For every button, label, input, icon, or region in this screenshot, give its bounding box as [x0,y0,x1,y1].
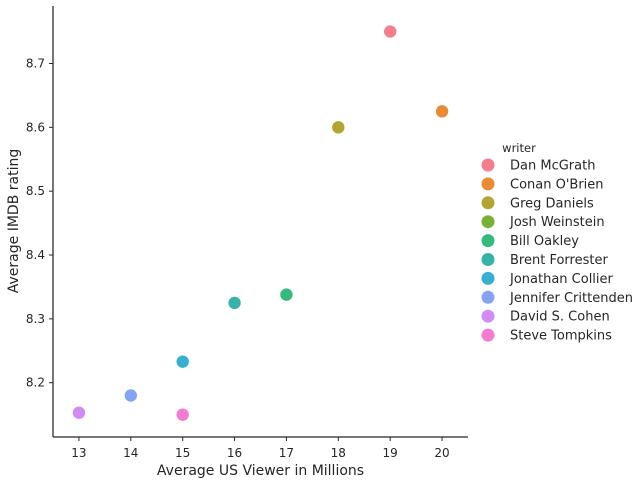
x-tick-labels: 13 14 15 16 17 18 19 20 [71,437,450,460]
legend-marker [481,196,495,210]
legend-marker [481,290,495,304]
legend-marker [481,271,495,285]
legend-label: Jennifer Crittenden [509,291,633,306]
y-tick-labels: 8.2 8.3 8.4 8.5 8.6 8.7 [26,56,53,390]
legend-title: writer [502,141,536,155]
legend-label: Bill Oakley [510,234,579,249]
legend-marker [481,309,495,323]
legend-label: Brent Forrester [510,253,608,268]
legend-label: Greg Daniels [510,196,594,211]
data-point [279,287,294,302]
legend-marker [481,177,495,191]
legend-marker [481,158,495,172]
legend-marker [481,328,495,342]
legend-label: Jonathan Collier [509,272,614,287]
y-tick-label: 8.6 [26,120,45,134]
legend-items: Dan McGrath Conan O'Brien Greg Daniels Josh… [481,158,633,344]
data-point [175,354,190,369]
y-axis-label: Average IMDB rating [6,149,22,293]
y-tick-label: 8.4 [26,248,45,262]
legend-label: David S. Cohen [510,310,610,325]
x-tick-label: 13 [71,446,86,460]
data-point [72,405,86,420]
y-tick-label: 8.2 [26,376,45,390]
x-tick-label: 18 [331,446,346,460]
legend-label: Conan O'Brien [510,177,604,192]
data-point [331,120,346,135]
y-tick-label: 8.3 [26,312,45,326]
x-tick-label: 19 [383,446,398,460]
legend-label: Josh Weinstein [509,215,605,230]
data-point [175,407,190,422]
x-tick-label: 15 [175,446,190,460]
data-point [435,104,449,119]
data-point [124,388,138,403]
legend-marker [481,234,495,248]
x-axis-label: Average US Viewer in Millions [157,463,364,479]
y-tick-label: 8.7 [26,56,45,70]
x-tick-label: 20 [434,446,449,460]
legend-label: Steve Tompkins [510,329,612,344]
legend-marker [481,253,495,266]
y-tick-label: 8.5 [26,184,45,198]
x-tick-label: 14 [123,446,138,460]
legend: writer Dan McGrath Conan O'Brien Greg Dani… [481,141,633,344]
data-point [227,296,242,310]
legend-marker [481,215,495,229]
x-tick-label: 16 [227,446,242,460]
x-tick-label: 17 [279,446,294,460]
data-point [383,24,397,39]
plot-area [72,24,449,422]
legend-label: Dan McGrath [510,159,595,174]
